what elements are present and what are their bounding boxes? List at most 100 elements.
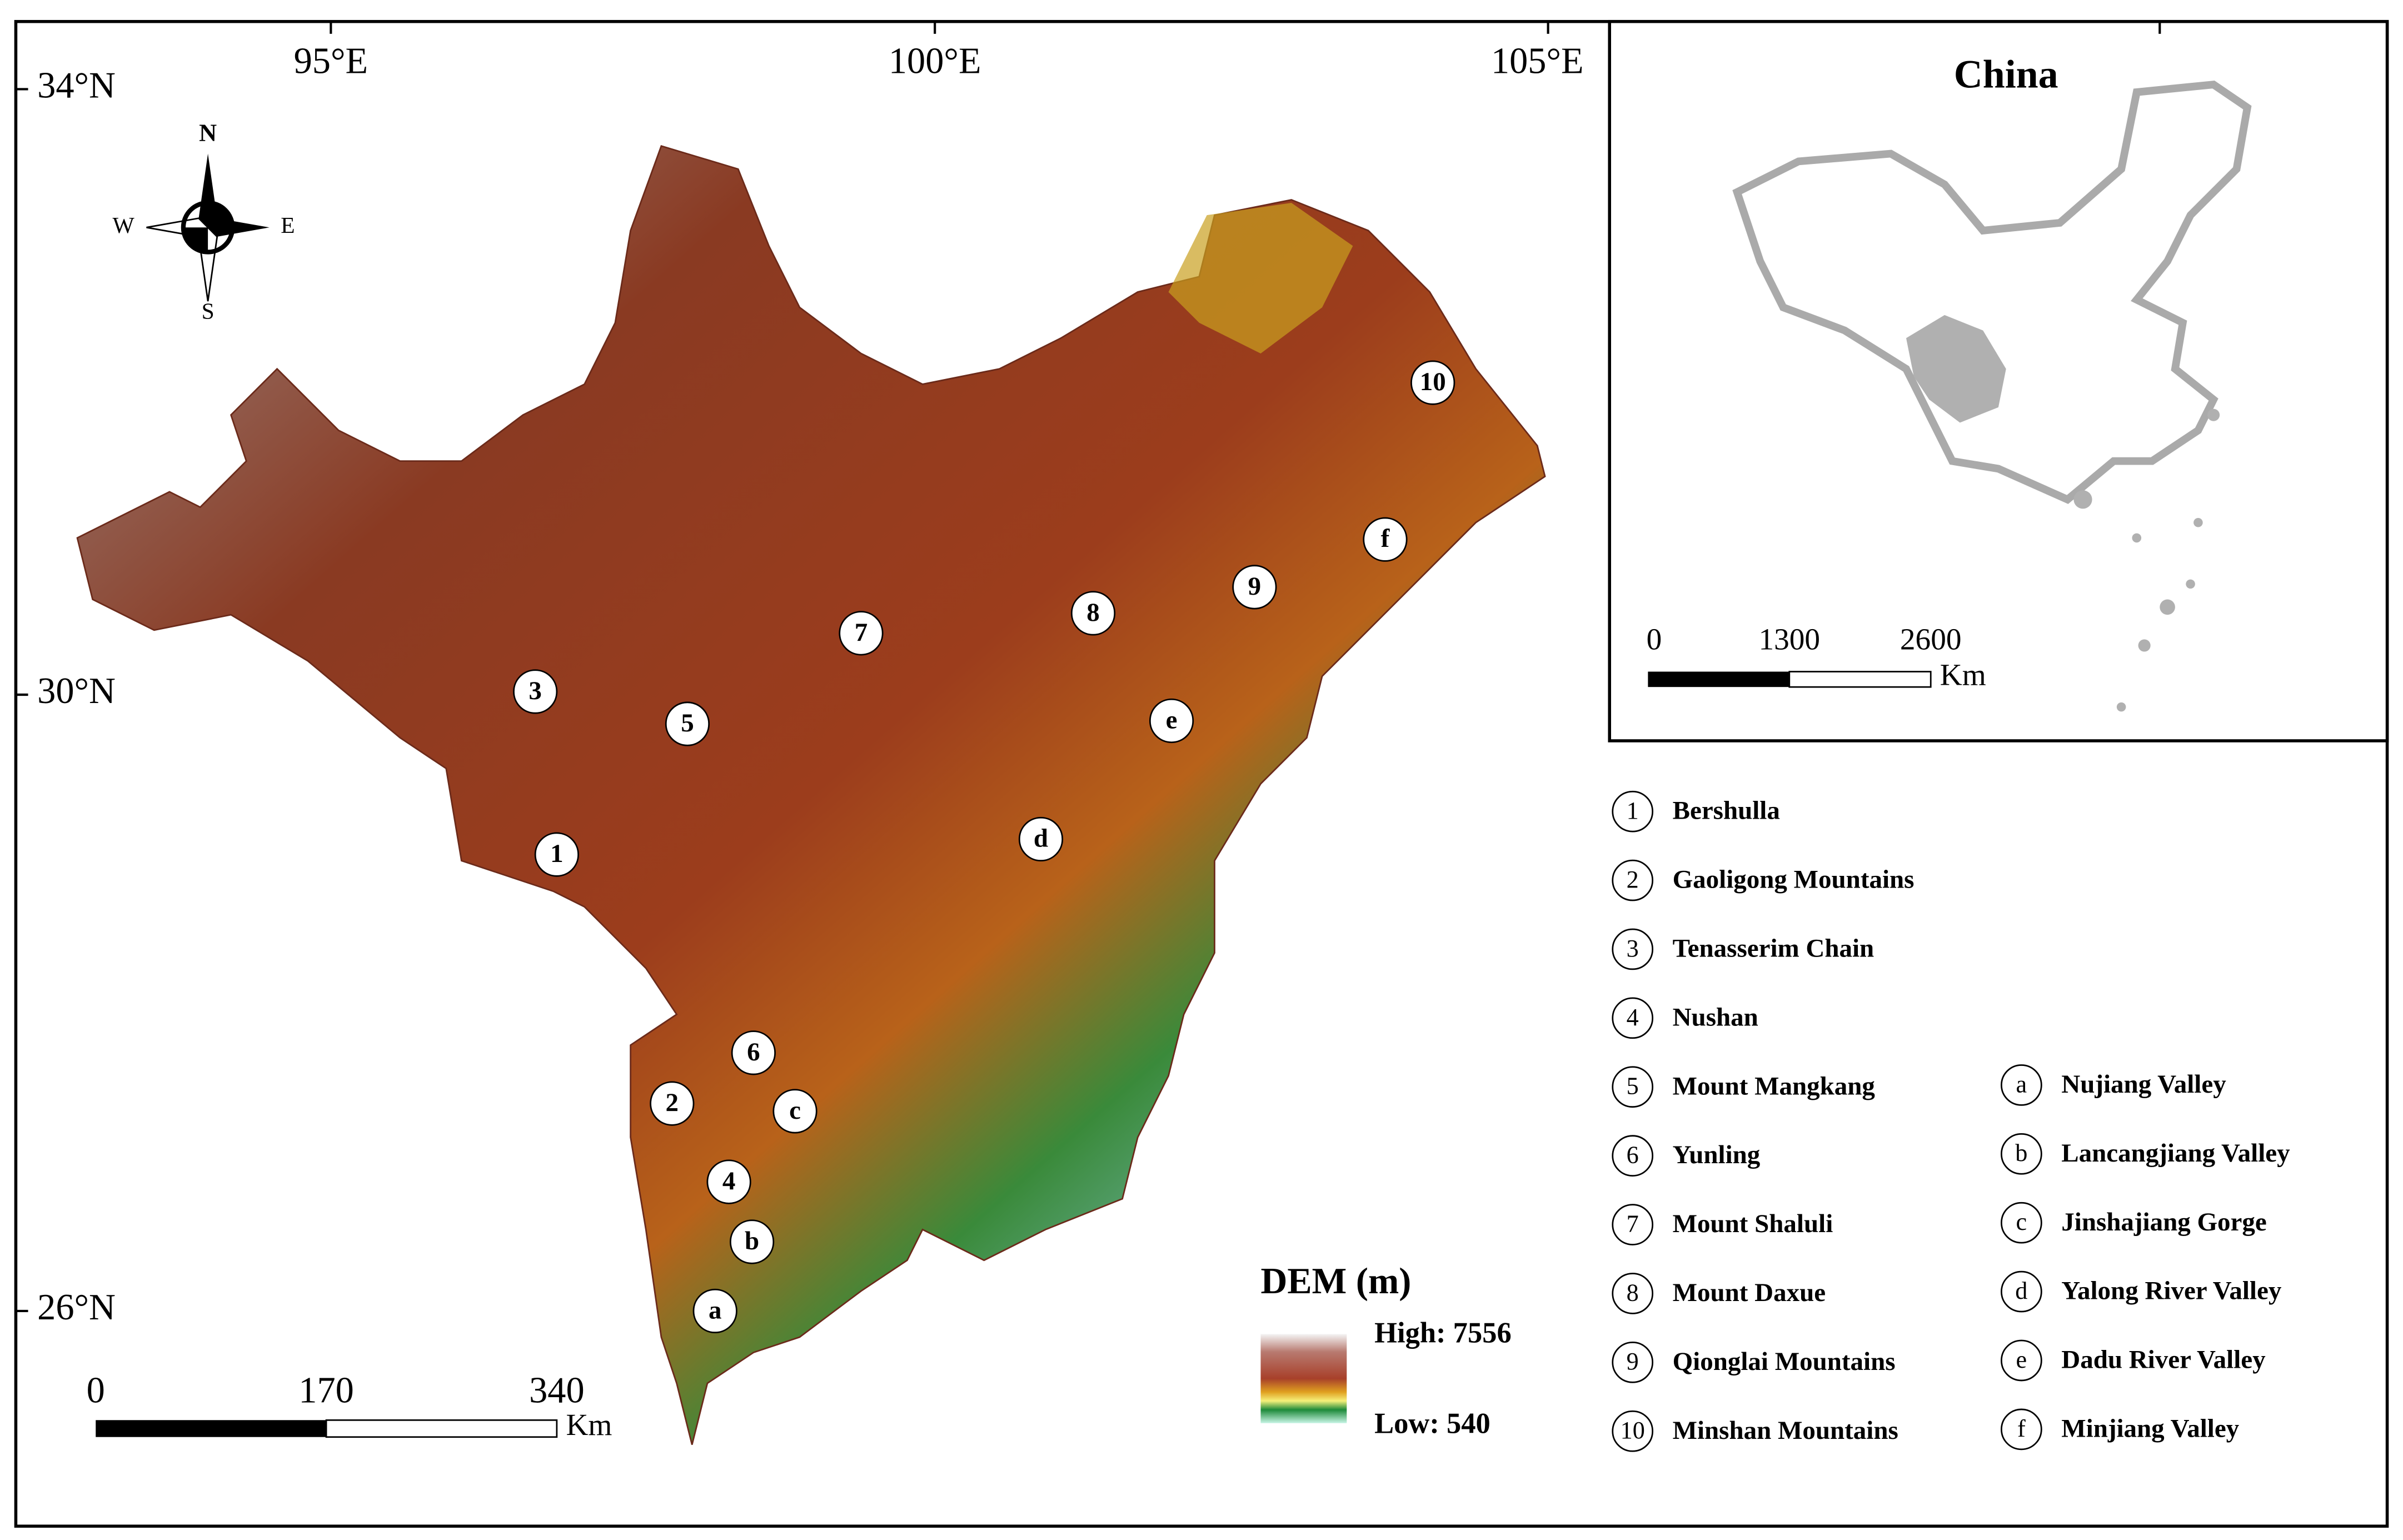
map-marker bbox=[1410, 360, 1455, 405]
scale-label: 0 bbox=[87, 1370, 105, 1411]
legend-name: Mount Daxue bbox=[1673, 1278, 1826, 1307]
study-area bbox=[76, 145, 1546, 1445]
legend-symbol-circle bbox=[1612, 1066, 1654, 1108]
legend-name: Qionglai Mountains bbox=[1673, 1347, 1896, 1376]
legend-symbol-circle bbox=[1612, 1204, 1654, 1245]
map-marker bbox=[706, 1159, 751, 1204]
map-marker bbox=[665, 701, 710, 746]
inset-scale-unit: Km bbox=[1940, 657, 1986, 691]
map-marker-label: 2 bbox=[666, 1088, 679, 1117]
china-outline bbox=[1732, 80, 2252, 504]
map-marker bbox=[534, 832, 579, 877]
lon-label: 100°E bbox=[889, 41, 981, 81]
map-marker-label: 3 bbox=[529, 676, 542, 705]
south-sea-islands bbox=[2073, 408, 2220, 712]
dem-high: High: 7556 bbox=[1374, 1317, 1512, 1349]
inset-title: China bbox=[1954, 52, 2058, 97]
map-marker-label: 7 bbox=[855, 618, 868, 647]
legend-name: Jinshajiang Gorge bbox=[2061, 1208, 2267, 1237]
plateau-highland bbox=[1168, 203, 1353, 354]
legend-symbol: f bbox=[2017, 1415, 2026, 1442]
legend-symbol: a bbox=[2016, 1070, 2027, 1098]
lon-label: 105°E bbox=[1491, 41, 1584, 81]
legend-symbol-circle bbox=[1612, 790, 1654, 833]
map-marker bbox=[731, 1030, 776, 1075]
legend-symbol: 1 bbox=[1627, 797, 1639, 824]
map-marker-label: c bbox=[789, 1096, 801, 1125]
legend-name: Gaoligong Mountains bbox=[1673, 865, 1915, 894]
legend-name: Minshan Mountains bbox=[1673, 1416, 1898, 1445]
map-marker bbox=[1070, 591, 1116, 636]
scale-label: 340 bbox=[529, 1370, 585, 1411]
legend-symbol: 7 bbox=[1627, 1210, 1639, 1237]
legend-symbol-circle bbox=[2001, 1133, 2042, 1175]
map-marker bbox=[1018, 816, 1064, 862]
frame bbox=[14, 19, 2389, 1528]
legend-name: Mount Mangkang bbox=[1673, 1071, 1876, 1100]
inset-frame bbox=[1608, 19, 2389, 742]
legend-symbol-circle bbox=[1612, 1273, 1654, 1314]
legend-symbol-circle bbox=[1612, 1410, 1654, 1452]
scale-bar-black bbox=[96, 1420, 327, 1437]
map-marker bbox=[692, 1288, 737, 1334]
legend-symbol-circle bbox=[2001, 1202, 2042, 1244]
compass-w: W bbox=[112, 212, 134, 238]
legend-symbol-circle bbox=[1612, 997, 1654, 1039]
scale-unit: Km bbox=[566, 1408, 612, 1442]
graticule-ticks bbox=[16, 21, 2161, 1313]
legend-symbol: 10 bbox=[1621, 1417, 1645, 1444]
legend-symbol: 8 bbox=[1627, 1279, 1639, 1306]
map-marker-label: e bbox=[1166, 706, 1178, 735]
legend-symbol-circle bbox=[1612, 1341, 1654, 1383]
dem-low: Low: 540 bbox=[1374, 1407, 1490, 1439]
map-marker bbox=[839, 611, 884, 656]
legend-symbol: 3 bbox=[1627, 935, 1639, 962]
legend-symbol-circle bbox=[1612, 928, 1654, 970]
inset-scale-label: 0 bbox=[1647, 622, 1662, 656]
legend-name: Bershulla bbox=[1673, 796, 1780, 825]
dem-ramp bbox=[1260, 1334, 1347, 1423]
legend-name: Nushan bbox=[1673, 1003, 1758, 1031]
compass-n: N bbox=[199, 119, 217, 147]
legend-symbol: 4 bbox=[1627, 1004, 1639, 1031]
map-marker bbox=[650, 1081, 695, 1126]
legend-symbol-circle bbox=[1612, 859, 1654, 901]
inset-scale-black bbox=[1648, 671, 1789, 687]
map-marker-label: a bbox=[709, 1295, 722, 1324]
legend-symbol-circle bbox=[2001, 1339, 2042, 1382]
legend-name: Tenasserim Chain bbox=[1673, 934, 1874, 963]
map-marker bbox=[1363, 517, 1408, 562]
scale-bar-white bbox=[325, 1419, 558, 1438]
legend-symbol-circle bbox=[1612, 1135, 1654, 1177]
study-province bbox=[1906, 315, 2006, 423]
map-marker bbox=[772, 1089, 817, 1134]
map-marker-label: d bbox=[1034, 824, 1048, 853]
lat-label: 30°N bbox=[37, 671, 116, 711]
lat-label: 34°N bbox=[37, 66, 116, 106]
legend-symbol: 6 bbox=[1627, 1142, 1639, 1169]
legend-symbol: e bbox=[2016, 1346, 2027, 1373]
legend-name: Yunling bbox=[1673, 1140, 1761, 1169]
map-marker-label: b bbox=[745, 1227, 759, 1255]
scale-label: 170 bbox=[298, 1370, 354, 1411]
map-marker-label: 1 bbox=[550, 839, 564, 868]
legend-name: Nujiang Valley bbox=[2061, 1070, 2226, 1099]
legend-symbol: d bbox=[2015, 1277, 2027, 1304]
lat-label: 26°N bbox=[37, 1287, 116, 1328]
legend-symbol-circle bbox=[2001, 1270, 2042, 1313]
inset-scale-white bbox=[1788, 671, 1932, 688]
legend-symbol: b bbox=[2015, 1139, 2027, 1167]
map-marker-label: 4 bbox=[722, 1167, 736, 1195]
map-marker-label: 5 bbox=[681, 709, 694, 737]
legend-symbol-circle bbox=[2001, 1408, 2042, 1451]
legend-name: Minjiang Valley bbox=[2061, 1414, 2239, 1443]
legend-symbol: c bbox=[2016, 1208, 2027, 1235]
dem-title: DEM (m) bbox=[1260, 1261, 1411, 1302]
map-marker-label: 9 bbox=[1248, 572, 1262, 601]
compass bbox=[146, 153, 270, 302]
legend-symbol: 9 bbox=[1627, 1348, 1639, 1375]
map-marker-label: f bbox=[1381, 524, 1390, 553]
legend-symbol: 2 bbox=[1627, 866, 1639, 893]
map-marker bbox=[730, 1219, 775, 1264]
